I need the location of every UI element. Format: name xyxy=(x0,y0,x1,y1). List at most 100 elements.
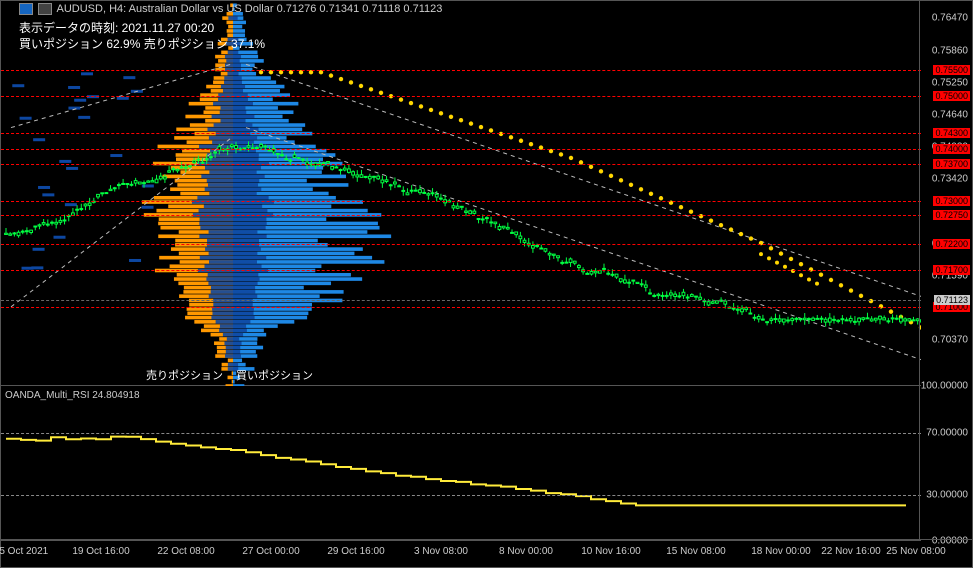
price-level-line xyxy=(1,215,921,216)
candle-body xyxy=(900,318,903,322)
profile-bar-inner xyxy=(211,290,256,294)
candle-body xyxy=(548,253,551,255)
candle-body xyxy=(854,321,857,322)
main-price-chart[interactable]: AUDUSD, H4: Australian Dollar vs US Doll… xyxy=(1,1,921,386)
profile-bar-sell xyxy=(232,371,233,375)
profile-bar-sell xyxy=(227,21,233,25)
indicator-dot xyxy=(779,251,783,255)
candle-body xyxy=(686,297,689,298)
profile-bar-inner xyxy=(224,80,242,84)
candle-body xyxy=(736,309,739,310)
profile-bar-inner xyxy=(211,316,254,320)
candle-body xyxy=(711,302,714,304)
indicator-dot xyxy=(329,73,333,77)
profile-bar-inner xyxy=(204,264,261,268)
candle-body xyxy=(695,296,698,297)
profile-bar-inner xyxy=(200,217,267,221)
candle-body xyxy=(113,188,116,189)
candle-body xyxy=(611,274,614,275)
candle-body xyxy=(615,274,618,277)
candle-body xyxy=(862,318,865,320)
profile-bar-inner xyxy=(208,273,259,277)
indicator-dot xyxy=(799,262,803,266)
x-tick-label: 19 Oct 16:00 xyxy=(72,546,129,557)
profile-bar-inner xyxy=(225,354,241,358)
candle-body xyxy=(118,185,121,186)
candle-body xyxy=(490,222,493,223)
candle-body xyxy=(741,309,744,312)
x-tick-label: 15 Oct 2021 xyxy=(0,546,48,557)
profile-bar-sell xyxy=(228,25,233,29)
profile-bar-inner xyxy=(200,226,265,230)
profile-bar-inner xyxy=(225,55,241,59)
indicator-dot xyxy=(259,70,263,74)
indicator-dot xyxy=(649,192,653,196)
order-block xyxy=(12,84,24,87)
candle-body xyxy=(766,322,769,323)
candle-icon xyxy=(38,3,52,15)
profile-bar-inner xyxy=(209,170,256,174)
price-level-line xyxy=(1,133,921,134)
candle-body xyxy=(904,319,907,321)
indicator-dot xyxy=(519,139,523,143)
price-level-label: 0.72750 xyxy=(933,210,970,220)
candle-body xyxy=(816,318,819,319)
order-block xyxy=(68,86,80,89)
candle-body xyxy=(578,266,581,268)
candle-body xyxy=(657,294,660,295)
candle-body xyxy=(803,318,806,319)
sub-chart-svg xyxy=(1,386,921,541)
profile-bar-inner xyxy=(206,277,259,281)
rsi-tick-label: 100.00000 xyxy=(921,381,968,392)
candle-body xyxy=(883,318,886,320)
candle-body xyxy=(569,259,572,263)
indicator-dot xyxy=(759,252,763,256)
rsi-level-line xyxy=(1,433,921,434)
indicator-dot xyxy=(775,261,779,265)
indicator-dot xyxy=(619,178,623,182)
profile-bar-inner xyxy=(207,157,258,161)
candle-body xyxy=(477,218,480,219)
candle-body xyxy=(473,211,476,213)
candle-body xyxy=(281,155,284,156)
profile-bar-inner xyxy=(216,320,251,324)
candle-body xyxy=(749,313,752,314)
indicator-dot xyxy=(469,121,473,125)
indicator-dot xyxy=(449,115,453,119)
profile-bar-inner xyxy=(204,205,262,209)
indicator-dot xyxy=(839,283,843,287)
price-level-label: 0.74000 xyxy=(933,144,970,154)
candle-body xyxy=(427,194,430,195)
indicator-dot xyxy=(859,294,863,298)
candle-body xyxy=(356,175,359,177)
candle-body xyxy=(406,193,409,195)
candle-body xyxy=(511,232,514,233)
profile-bar-inner xyxy=(228,16,237,20)
candle-body xyxy=(164,177,167,179)
candle-body xyxy=(891,318,894,319)
candle-body xyxy=(440,198,443,199)
order-block xyxy=(110,154,122,157)
rsi-sub-chart[interactable]: OANDA_Multi_RSI 24.804918 xyxy=(1,386,921,541)
profile-bar-inner xyxy=(226,350,240,354)
x-tick-label: 29 Oct 16:00 xyxy=(327,546,384,557)
profile-bar-inner xyxy=(213,102,253,106)
y-tick-label: 0.70370 xyxy=(932,335,968,346)
x-axis: 15 Oct 202119 Oct 16:0022 Oct 08:0027 Oc… xyxy=(1,539,973,567)
candle-body xyxy=(414,190,417,191)
indicator-dot xyxy=(799,273,803,277)
indicator-dot xyxy=(709,218,713,222)
candle-body xyxy=(26,231,29,232)
candle-body xyxy=(481,219,484,220)
candle-body xyxy=(745,308,748,310)
candle-body xyxy=(51,222,54,223)
candle-body xyxy=(331,167,334,170)
x-tick-label: 22 Oct 08:00 xyxy=(157,546,214,557)
profile-bar-buy xyxy=(233,29,245,33)
rsi-tick-label: 70.00000 xyxy=(926,427,968,438)
y-tick-label: 0.74640 xyxy=(932,109,968,120)
profile-bar-inner xyxy=(226,59,239,63)
candle-body xyxy=(619,279,622,282)
candle-body xyxy=(214,152,217,153)
order-block xyxy=(42,193,54,196)
